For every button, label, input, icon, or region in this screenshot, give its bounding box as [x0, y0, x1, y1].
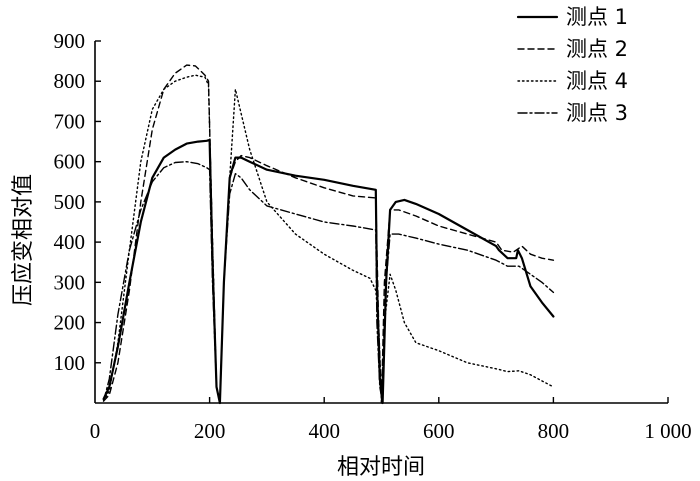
x-tick-label: 800: [538, 419, 570, 443]
y-tick-label: 900: [54, 29, 86, 53]
legend-label: 测点 4: [566, 69, 628, 93]
axes: 0 200 400 600 800 1 000 100 200 300 400 500 600 700 8…: [54, 29, 692, 443]
series-line-3: [102, 74, 555, 404]
legend-label: 测点 3: [566, 101, 628, 125]
series-layer: [102, 64, 555, 405]
legend: 测点 1 测点 2 测点 4 测点 3: [516, 5, 628, 125]
y-tick-label: 100: [54, 351, 86, 375]
legend-label: 测点 1: [566, 5, 628, 29]
x-axis-title: 相对时间: [337, 455, 425, 480]
legend-label: 测点 2: [566, 37, 628, 61]
y-tick-label: 800: [54, 69, 86, 93]
x-tick-label: 600: [423, 419, 455, 443]
y-axis-title: 压应变相对值: [11, 174, 36, 306]
y-tick-label: 600: [54, 150, 86, 174]
x-tick-label: 200: [194, 419, 226, 443]
series-line-1: [102, 138, 555, 405]
y-tick-label: 400: [54, 230, 86, 254]
y-tick-label: 200: [54, 311, 86, 335]
y-tick-label: 300: [54, 270, 86, 294]
x-tick-label: 400: [308, 419, 340, 443]
x-tick-label: 1 000: [644, 419, 691, 443]
series-line-4: [102, 160, 555, 404]
y-tick-label: 700: [54, 109, 86, 133]
series-line-2: [102, 64, 555, 404]
x-tick-label: 0: [90, 419, 101, 443]
y-tick-label: 500: [54, 190, 86, 214]
